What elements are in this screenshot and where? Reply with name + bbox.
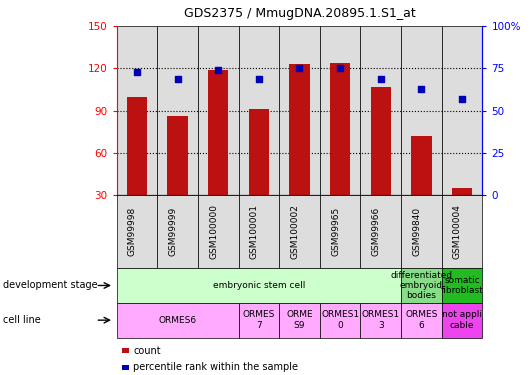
Bar <box>238 26 279 195</box>
Bar <box>208 70 228 195</box>
Bar <box>411 136 431 195</box>
Text: GSM100001: GSM100001 <box>250 204 259 259</box>
Text: not appli
cable: not appli cable <box>442 310 482 330</box>
Point <box>254 76 263 82</box>
Bar <box>289 64 310 195</box>
Text: GSM99840: GSM99840 <box>412 207 421 256</box>
Bar <box>441 26 482 195</box>
Text: GSM99999: GSM99999 <box>169 207 178 256</box>
Text: cell line: cell line <box>3 315 40 325</box>
Text: development stage: development stage <box>3 280 98 291</box>
Point <box>417 86 426 92</box>
Text: GSM99966: GSM99966 <box>372 207 381 256</box>
Text: embryonic stem cell: embryonic stem cell <box>213 281 305 290</box>
Bar <box>360 26 401 195</box>
Text: differentiated
embryoid
bodies: differentiated embryoid bodies <box>390 271 453 300</box>
Text: count: count <box>133 346 161 355</box>
Bar <box>127 97 147 195</box>
Point <box>458 96 466 102</box>
Bar <box>279 26 320 195</box>
Point <box>132 69 141 75</box>
Bar <box>401 26 441 195</box>
Bar <box>167 116 188 195</box>
Text: ORMES
7: ORMES 7 <box>243 310 275 330</box>
Bar <box>452 188 472 195</box>
Point <box>376 76 385 82</box>
Text: ORMES1
0: ORMES1 0 <box>321 310 359 330</box>
Text: ORMES
6: ORMES 6 <box>405 310 438 330</box>
Bar <box>249 109 269 195</box>
Text: GSM100002: GSM100002 <box>290 204 299 259</box>
Point <box>214 67 223 73</box>
Bar <box>117 26 157 195</box>
Text: somatic
fibroblast: somatic fibroblast <box>440 276 483 295</box>
Text: percentile rank within the sample: percentile rank within the sample <box>133 363 298 372</box>
Text: GSM100004: GSM100004 <box>453 204 462 259</box>
Bar <box>330 63 350 195</box>
Text: GDS2375 / MmugDNA.20895.1.S1_at: GDS2375 / MmugDNA.20895.1.S1_at <box>183 7 416 20</box>
Bar <box>157 26 198 195</box>
Point <box>173 76 182 82</box>
Bar <box>198 26 238 195</box>
Text: ORMES1
3: ORMES1 3 <box>361 310 400 330</box>
Bar <box>370 87 391 195</box>
Point <box>336 65 344 71</box>
Bar <box>320 26 360 195</box>
Text: ORMES6: ORMES6 <box>158 316 197 325</box>
Text: GSM99965: GSM99965 <box>331 207 340 256</box>
Text: GSM99998: GSM99998 <box>128 207 137 256</box>
Text: ORME
S9: ORME S9 <box>286 310 313 330</box>
Point <box>295 65 304 71</box>
Text: GSM100000: GSM100000 <box>209 204 218 259</box>
